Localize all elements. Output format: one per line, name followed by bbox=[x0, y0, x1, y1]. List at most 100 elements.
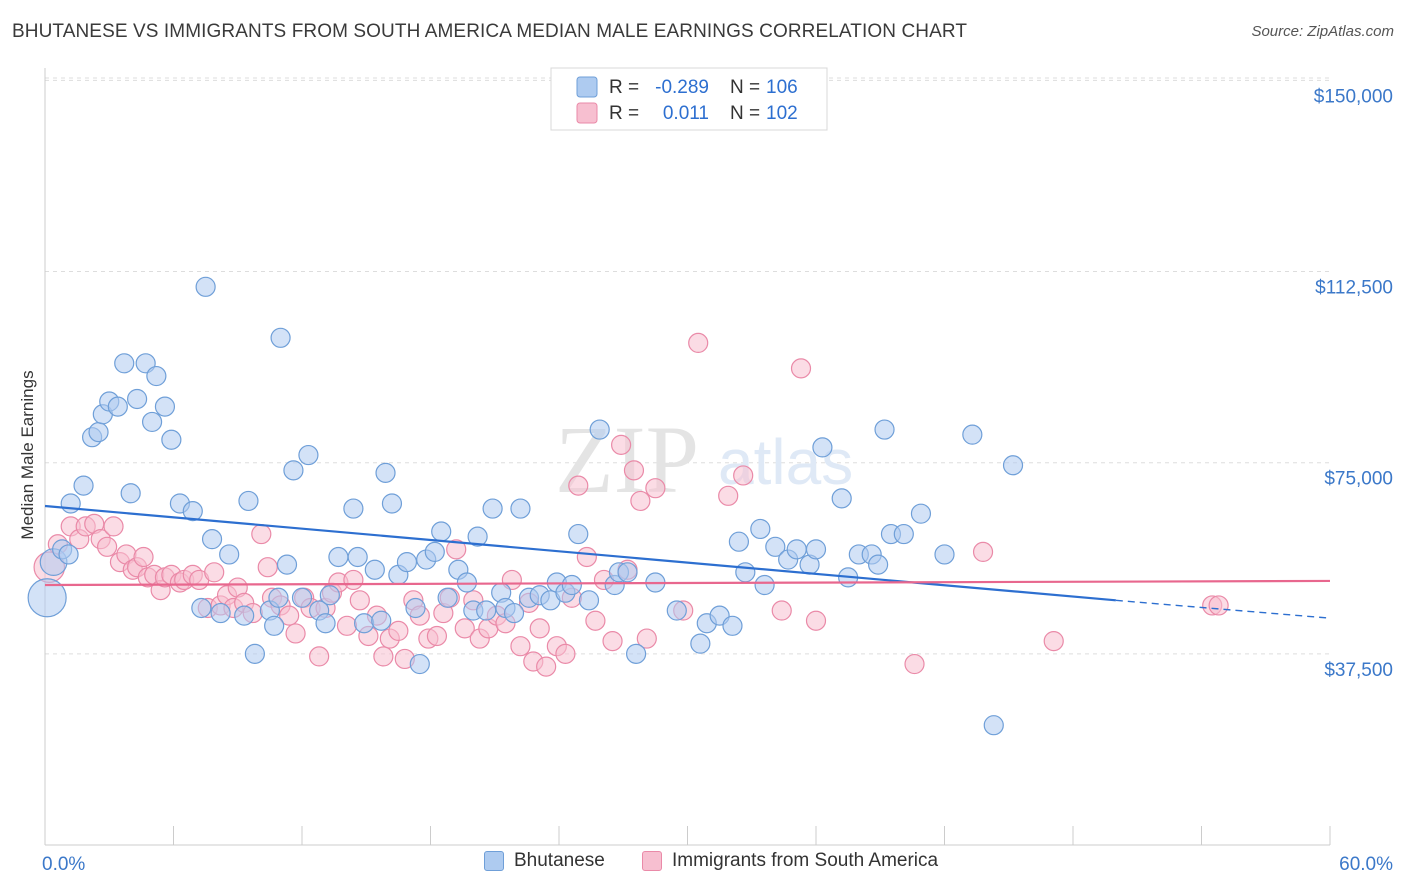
bhutanese-point bbox=[319, 585, 340, 606]
bhutanese-point bbox=[219, 544, 240, 565]
immigrants-point bbox=[972, 541, 994, 562]
bhutanese-point bbox=[722, 615, 743, 636]
bhutanese-point bbox=[298, 444, 319, 466]
bhutanese-point bbox=[910, 503, 932, 524]
series-immigrants-points bbox=[33, 332, 1229, 677]
bhutanese-point bbox=[396, 551, 418, 573]
bhutanese-point bbox=[831, 488, 852, 509]
bhutanese-point bbox=[754, 574, 775, 596]
stats-legend-blue-r-value: -0.289 bbox=[655, 77, 709, 98]
immigrants-point bbox=[343, 569, 364, 591]
immigrants-point bbox=[309, 646, 330, 667]
stats-legend-pink-swatch bbox=[576, 102, 598, 124]
immigrants-point bbox=[602, 631, 623, 652]
legend-swatch-immigrants bbox=[642, 851, 662, 871]
immigrants-point bbox=[536, 656, 557, 677]
stats-legend-pink-r-value: 0.011 bbox=[663, 103, 709, 124]
bhutanese-point bbox=[786, 539, 807, 560]
bhutanese-point bbox=[161, 429, 182, 450]
y-tick-label: $37,500 bbox=[1324, 660, 1393, 681]
bhutanese-point bbox=[437, 587, 458, 608]
bhutanese-point bbox=[812, 437, 833, 458]
bhutanese-point bbox=[934, 544, 955, 565]
immigrants-point bbox=[805, 610, 827, 631]
immigrants-point bbox=[349, 590, 370, 611]
bhutanese-point bbox=[666, 600, 687, 621]
bhutanese-point bbox=[381, 493, 403, 514]
bhutanese-point bbox=[191, 597, 212, 619]
bhutanese-point bbox=[60, 493, 81, 514]
legend-item-immigrants: Immigrants from South America bbox=[642, 850, 938, 872]
immigrants-point bbox=[1043, 631, 1064, 652]
bhutanese-point bbox=[431, 521, 452, 542]
bhutanese-point bbox=[962, 424, 983, 445]
axes bbox=[44, 68, 1331, 846]
immigrants-point bbox=[568, 475, 589, 496]
bhutanese-point bbox=[27, 578, 67, 618]
y-tick-label: $112,500 bbox=[1315, 278, 1393, 299]
bhutanese-point bbox=[182, 501, 203, 522]
immigrants-point bbox=[285, 623, 306, 644]
bhutanese-point bbox=[58, 544, 79, 565]
bhutanese-point bbox=[1002, 455, 1024, 476]
immigrants-point bbox=[645, 478, 666, 499]
immigrants-point bbox=[388, 620, 409, 642]
bhutanese-point bbox=[868, 554, 889, 575]
y-tick-label: $75,000 bbox=[1324, 469, 1393, 490]
bhutanese-point bbox=[264, 615, 285, 636]
bhutanese-point bbox=[347, 546, 368, 568]
immigrants-point bbox=[576, 546, 597, 568]
y-axis-label: Median Male Earnings bbox=[18, 370, 37, 539]
immigrants-trend-line bbox=[44, 579, 1331, 587]
immigrants-point bbox=[251, 523, 272, 545]
bhutanese-point bbox=[456, 572, 478, 593]
immigrants-point bbox=[585, 610, 606, 631]
bhutanese-point bbox=[424, 541, 445, 562]
bhutanese-point bbox=[268, 587, 289, 608]
immigrants-point bbox=[623, 460, 645, 481]
bhutanese-point bbox=[154, 396, 176, 417]
bhutanese-point bbox=[201, 529, 223, 550]
bhutanese-point bbox=[195, 276, 216, 297]
legend-item-bhutanese: Bhutanese bbox=[484, 850, 605, 872]
x-tick-label: 60.0% bbox=[1339, 854, 1393, 875]
immigrants-point bbox=[636, 628, 657, 649]
tick-labels: $37,500 $75,000 $112,500 $150,000 0.0% 60.0% bbox=[42, 86, 1393, 875]
bhutanese-point bbox=[107, 396, 128, 417]
bhutanese-point bbox=[141, 411, 163, 433]
bhutanese-point bbox=[371, 610, 392, 631]
bhutanese-point bbox=[364, 559, 385, 580]
bhutanese-point bbox=[328, 546, 349, 568]
bhutanese-point bbox=[476, 600, 497, 621]
bhutanese-point bbox=[315, 613, 336, 634]
bhutanese-point bbox=[510, 498, 531, 519]
immigrants-point bbox=[257, 557, 278, 578]
bhutanese-point bbox=[405, 597, 426, 619]
bhutanese-point bbox=[617, 562, 638, 583]
legend-swatch-bhutanese bbox=[484, 851, 504, 871]
immigrants-point bbox=[718, 485, 739, 506]
legend-label-immigrants: Immigrants from South America bbox=[672, 850, 939, 871]
bhutanese-point bbox=[728, 531, 750, 552]
bhutanese-point bbox=[114, 353, 135, 374]
immigrants-point bbox=[510, 636, 531, 657]
bhutanese-point bbox=[354, 613, 375, 634]
stats-legend-blue-r-label: R = bbox=[609, 77, 639, 98]
immigrants-point bbox=[688, 332, 709, 354]
immigrants-point bbox=[771, 600, 792, 621]
bhutanese-trend-line bbox=[44, 504, 1116, 602]
legend-label-bhutanese: Bhutanese bbox=[514, 850, 605, 871]
chart-title: BHUTANESE VS IMMIGRANTS FROM SOUTH AMERI… bbox=[12, 21, 968, 42]
stats-legend-pink-n-value: 102 bbox=[766, 103, 798, 124]
bhutanese-point bbox=[210, 602, 231, 624]
bhutanese-point bbox=[805, 539, 827, 560]
bhutanese-point bbox=[73, 475, 94, 496]
stats-legend-blue-n-label: N = bbox=[730, 77, 760, 98]
bhutanese-point bbox=[561, 574, 582, 596]
immigrants-point bbox=[904, 653, 925, 675]
immigrants-point bbox=[529, 618, 550, 639]
immigrants-point bbox=[336, 615, 358, 636]
watermark-zip: ZIP bbox=[555, 406, 699, 513]
bhutanese-point bbox=[375, 462, 396, 483]
